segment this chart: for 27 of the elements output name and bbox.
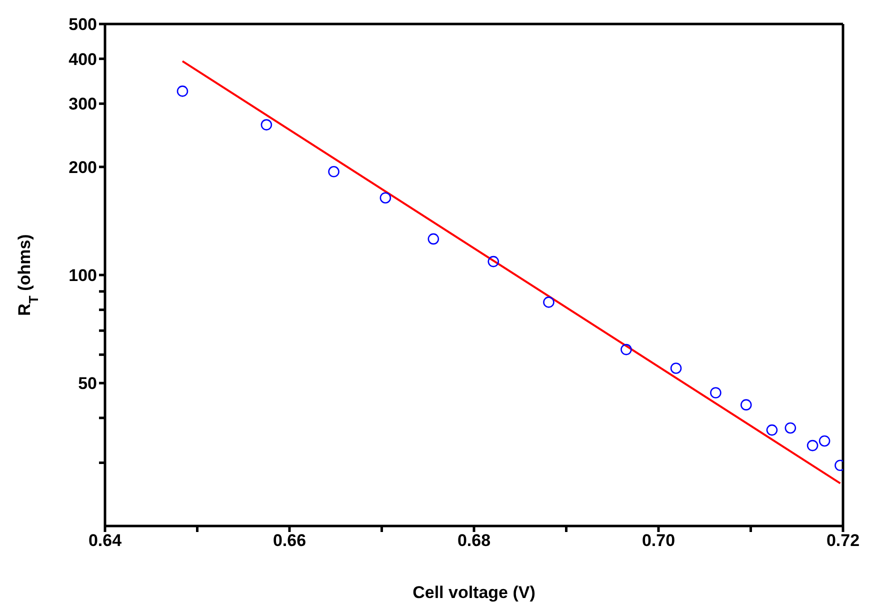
point xyxy=(740,399,752,410)
point xyxy=(806,440,818,452)
point xyxy=(620,344,632,356)
point xyxy=(818,435,830,447)
point xyxy=(710,387,722,398)
point xyxy=(543,296,554,308)
x-tick-label: 0.68 xyxy=(457,531,491,550)
point xyxy=(784,422,796,434)
point xyxy=(176,86,188,97)
y-tick-label: 400 xyxy=(68,50,97,69)
y-tick-label: 200 xyxy=(68,158,97,177)
x-tick-label: 0.72 xyxy=(826,531,860,550)
point xyxy=(380,192,392,204)
point xyxy=(766,424,778,436)
x-tick-label: 0.70 xyxy=(642,531,676,550)
y-tick-label: 500 xyxy=(68,15,97,34)
x-axis-title: Cell voltage (V) xyxy=(412,583,536,602)
y-tick-label: 300 xyxy=(68,94,97,114)
point xyxy=(488,256,500,268)
point xyxy=(428,233,440,245)
point xyxy=(260,119,272,130)
y-tick-label: 100 xyxy=(68,266,97,286)
point xyxy=(328,166,340,178)
x-tick-label: 0.66 xyxy=(272,531,306,550)
x-tick-label: 0.64 xyxy=(88,531,122,550)
point xyxy=(670,362,682,374)
y-tick-label: 50 xyxy=(78,374,97,394)
